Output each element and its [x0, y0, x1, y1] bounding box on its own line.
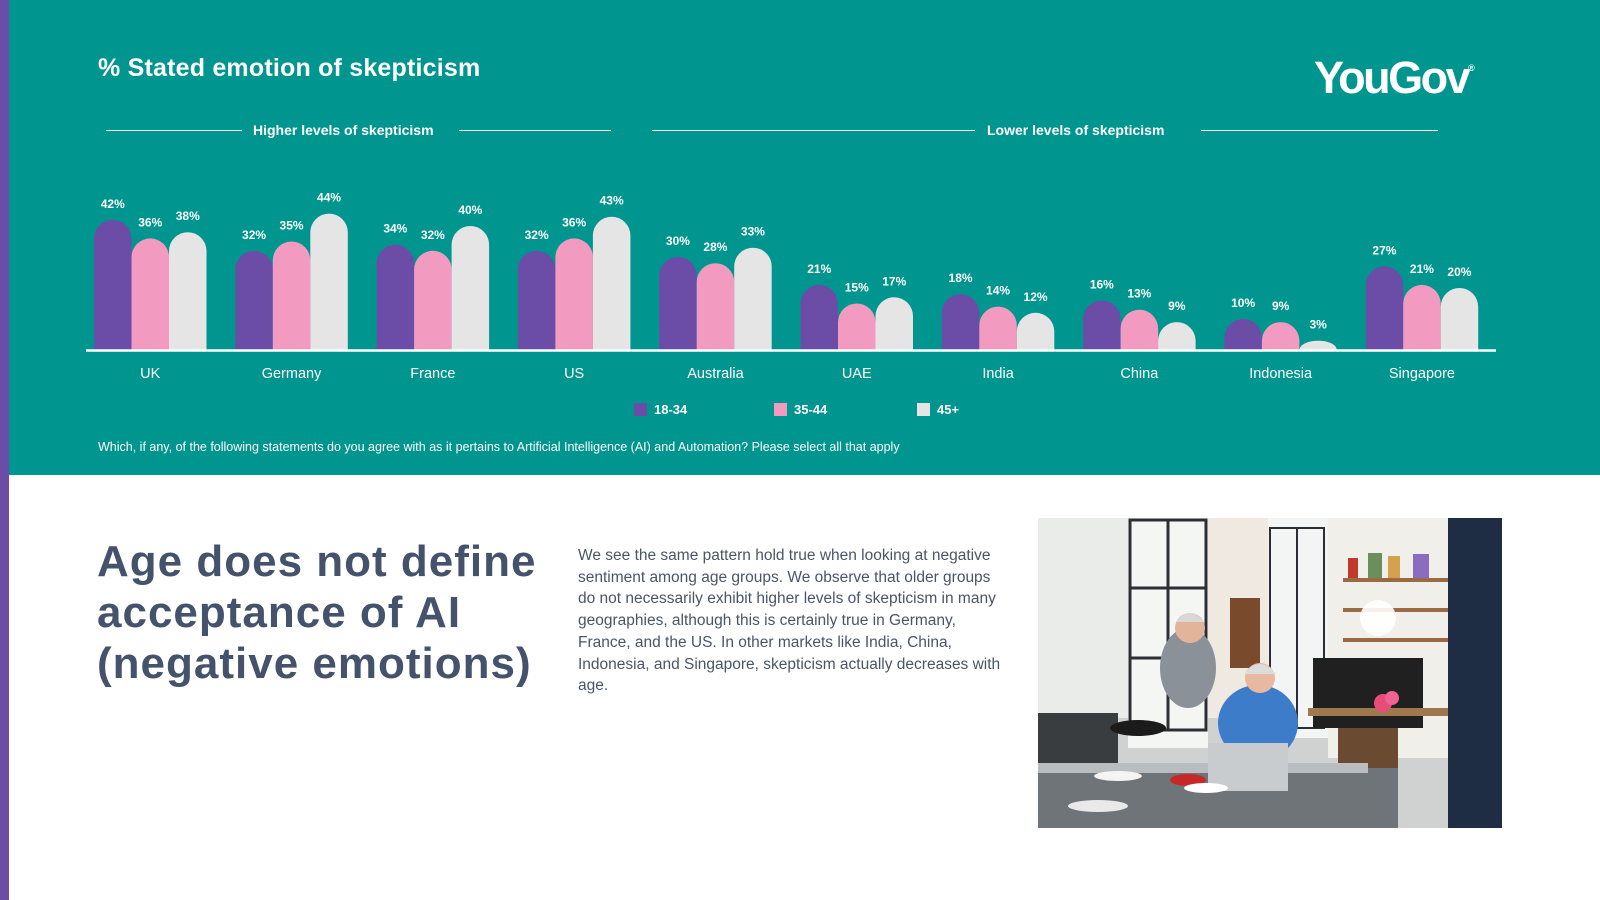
data-label: 30%	[666, 234, 690, 248]
category-label: Singapore	[1389, 366, 1455, 382]
data-label: 38%	[176, 209, 200, 223]
data-label: 36%	[562, 215, 586, 229]
group-divider-line	[106, 130, 242, 131]
data-label: 15%	[845, 281, 869, 295]
bar	[131, 238, 169, 350]
bar	[941, 294, 980, 350]
data-label: 9%	[1272, 299, 1290, 313]
group-label-higher: Higher levels of skepticism	[253, 122, 434, 138]
bar	[94, 219, 132, 350]
data-label: 40%	[458, 203, 482, 217]
bar	[1403, 284, 1441, 350]
category-label: UAE	[842, 366, 872, 382]
data-label: 35%	[280, 219, 304, 233]
chart-panel	[9, 0, 1600, 475]
bar	[414, 250, 452, 350]
bar	[1083, 300, 1121, 350]
legend-item-18-34: 18-34	[634, 401, 687, 417]
bar	[517, 250, 556, 350]
data-label: 20%	[1447, 265, 1471, 279]
bar	[451, 226, 490, 350]
legend-swatch	[774, 402, 787, 416]
bar	[1365, 266, 1404, 350]
data-label: 28%	[703, 240, 727, 254]
data-label: 34%	[383, 222, 407, 236]
accent-bar	[0, 0, 9, 900]
category-label: Indonesia	[1249, 366, 1313, 382]
legend-item-35-44: 35-44	[774, 401, 827, 417]
legend-label: 35-44	[794, 401, 828, 417]
data-label: 36%	[138, 215, 162, 229]
data-label: 18%	[949, 271, 973, 285]
data-label: 21%	[807, 262, 831, 276]
bar	[1261, 322, 1300, 350]
data-label: 32%	[242, 228, 266, 242]
data-label: 13%	[1127, 287, 1151, 301]
data-label: 16%	[1090, 277, 1114, 291]
bar	[800, 284, 838, 350]
data-label: 33%	[741, 225, 765, 239]
group-divider-line	[459, 130, 611, 131]
category-label: India	[982, 366, 1014, 382]
group-divider-line	[652, 130, 975, 131]
data-label: 32%	[525, 228, 549, 242]
bar	[1440, 288, 1479, 350]
headline: Age does not define acceptance of AI (ne…	[97, 537, 537, 688]
logo-registered-mark: ®	[1468, 63, 1475, 73]
bar	[1224, 319, 1262, 350]
legend-swatch	[917, 402, 930, 416]
legend-label: 18-34	[654, 401, 688, 417]
yougov-logo: YouGov®	[1314, 52, 1475, 104]
data-label: 3%	[1309, 318, 1327, 332]
bar-chart: 42% 36% 38% UK 32% 35% 44% Germany 34% 32% 40% Fran…	[86, 191, 1496, 382]
category-label: UK	[140, 366, 160, 382]
bar	[169, 232, 207, 350]
bar	[1016, 312, 1055, 350]
legend-item-45-plus: 45+	[917, 401, 959, 417]
bar	[979, 306, 1017, 350]
data-label: 10%	[1231, 296, 1255, 310]
chart-title: % Stated emotion of skepticism	[98, 54, 481, 82]
data-label: 27%	[1372, 243, 1396, 257]
group-label-lower: Lower levels of skepticism	[987, 122, 1165, 138]
data-label: 44%	[317, 191, 341, 205]
category-label: China	[1120, 366, 1159, 382]
bar	[1158, 322, 1196, 350]
bar	[235, 250, 273, 350]
legend-label: 45+	[937, 401, 960, 417]
bar	[376, 244, 415, 350]
data-label: 9%	[1168, 299, 1186, 313]
group-divider-line	[1201, 130, 1438, 131]
category-label: US	[564, 366, 584, 382]
bar	[272, 241, 311, 350]
data-label: 17%	[882, 274, 906, 288]
bar	[696, 263, 735, 350]
category-label: France	[410, 366, 455, 382]
bar	[1120, 309, 1159, 350]
data-label: 42%	[101, 197, 125, 211]
data-label: 21%	[1410, 262, 1434, 276]
survey-question: Which, if any, of the following statemen…	[98, 440, 900, 454]
category-label: Australia	[687, 366, 744, 382]
bar	[555, 238, 593, 350]
data-label: 12%	[1024, 290, 1048, 304]
bar	[1299, 340, 1337, 350]
data-label: 32%	[421, 228, 445, 242]
bar	[659, 257, 697, 350]
logo-text: YouGov	[1314, 52, 1471, 103]
photo-older-couple-kitchen	[1038, 518, 1502, 828]
legend-swatch	[634, 402, 647, 416]
bar	[734, 247, 772, 350]
data-label: 14%	[986, 284, 1010, 298]
bar	[592, 216, 631, 350]
bar	[875, 297, 913, 350]
data-label: 43%	[600, 194, 624, 208]
bar	[310, 213, 348, 350]
bar	[838, 303, 876, 350]
body-text: We see the same pattern hold true when l…	[578, 547, 1001, 695]
category-label: Germany	[262, 366, 322, 382]
